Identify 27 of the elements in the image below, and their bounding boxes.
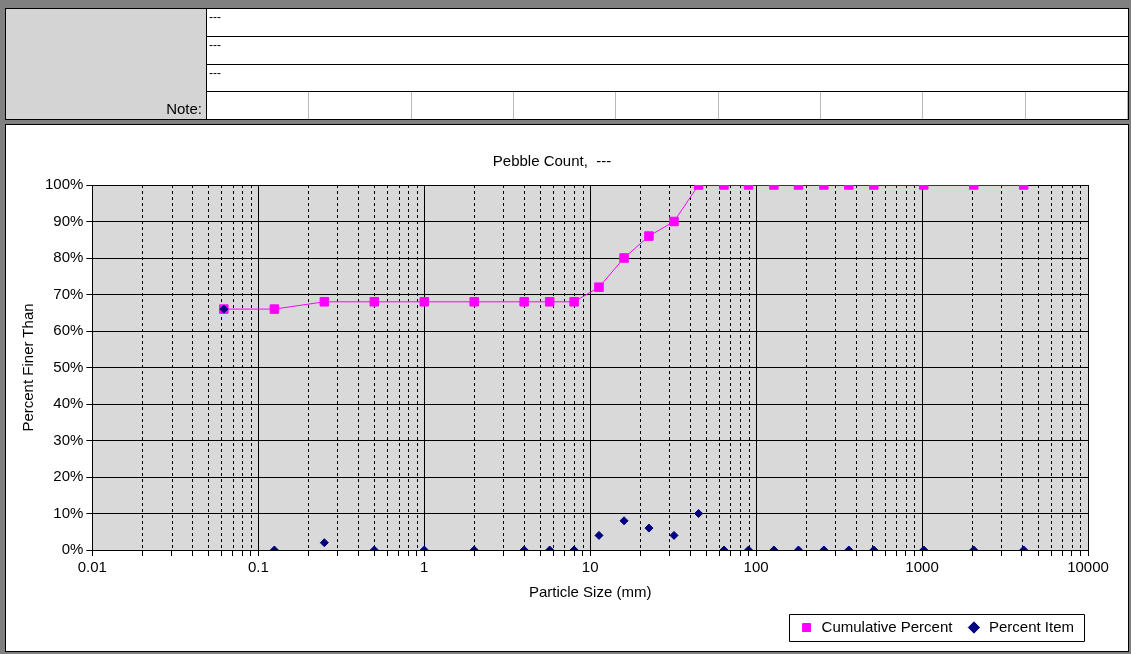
x-tick-label: 10000 <box>1067 558 1109 576</box>
y-tick-label: 10% <box>53 503 84 521</box>
x-tick-label: 1000 <box>905 558 939 576</box>
y-tick-label: 40% <box>53 394 84 412</box>
y-tick-label: 80% <box>53 248 84 266</box>
y-tick-label: 100% <box>44 175 84 193</box>
y-tick-label: 60% <box>53 321 84 339</box>
x-tick-label: 0.1 <box>247 558 269 576</box>
y-tick-label: 30% <box>53 430 84 448</box>
text: --- <box>207 64 1128 93</box>
y-tick-label: 50% <box>53 357 84 375</box>
x-axis-title: Particle Size (mm) <box>528 583 652 601</box>
x-tick-label: 100 <box>743 558 769 576</box>
legend-label: Cumulative Percent <box>821 617 954 635</box>
y-axis-title: Percent Finer Than <box>19 303 37 432</box>
y-tick-label: 20% <box>53 467 84 485</box>
y-tick-label: 0% <box>61 540 84 558</box>
y-tick-label: 70% <box>53 284 84 302</box>
y-tick-label: 90% <box>53 211 84 229</box>
text: --- <box>207 36 1128 65</box>
x-tick-label: 1 <box>420 558 429 576</box>
text: --- <box>207 9 1128 37</box>
x-tick-label: 0.01 <box>77 558 107 576</box>
x-tick-label: 10 <box>581 558 599 576</box>
text: Note: <box>166 100 202 117</box>
legend-label: Percent Item <box>988 617 1075 635</box>
chart-title: Pebble Count, --- <box>492 152 612 170</box>
